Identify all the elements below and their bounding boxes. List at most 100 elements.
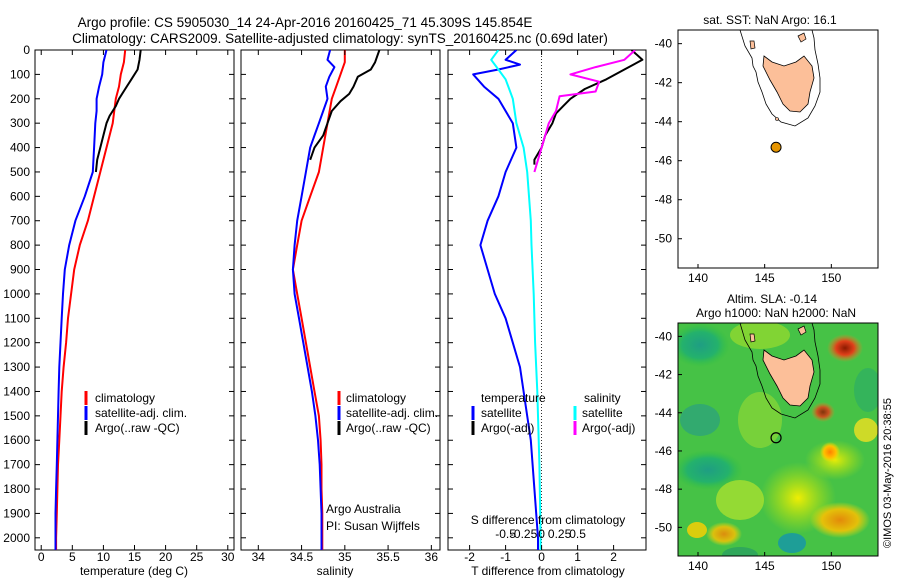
depth-tick-label: 0	[23, 43, 30, 57]
temperature-panel	[54, 50, 142, 550]
sla-map-shelf-contour	[739, 323, 821, 419]
sst-map-frame	[677, 29, 879, 269]
series-line-climatology	[55, 50, 127, 550]
legend-label-climatology: climatology	[95, 391, 155, 405]
sst-map-title: sat. SST: NaN Argo: 16.1	[703, 13, 837, 27]
depth-tick-label: 1900	[3, 506, 30, 520]
series-line-satellite	[472, 50, 539, 550]
x-top-tick-label: 0.25	[548, 527, 572, 541]
depth-tick-label: 900	[10, 263, 30, 277]
depth-tick-label: 100	[10, 67, 30, 81]
difference-panel	[472, 50, 644, 550]
map-x-tick-label: 150	[821, 271, 841, 285]
salinity-legend: climatology satellite-adj. clim. Argo(..…	[337, 391, 438, 435]
series-line-climatology	[291, 50, 346, 550]
x-tick-label: 34.5	[290, 550, 314, 564]
sla-map-island	[797, 325, 807, 336]
sla-map-frame	[677, 322, 879, 557]
sla-map-axes: 140 145 150 -40 -42 -44 -46 -48 -50	[655, 329, 842, 573]
argo-float-marker	[770, 432, 782, 444]
map-y-tick-label: -44	[655, 115, 673, 129]
salinity-x-axis: 34 34.5 35 35.5 36	[252, 50, 438, 564]
sla-map	[678, 323, 878, 556]
argo-float-marker	[770, 141, 782, 153]
map-y-tick-label: -48	[655, 193, 673, 207]
x-tick-label: 0	[538, 550, 545, 564]
depth-tick-label: 2000	[3, 531, 30, 545]
salinity-xlabel: salinity	[317, 564, 354, 578]
temperature-xlabel: temperature (deg C)	[80, 564, 188, 578]
difference-x-axis: -2 -1 0 1 2 -0.5-0.25 0 0.250.5	[464, 50, 617, 564]
pi-label: PI: Susan Wijffels	[326, 519, 420, 533]
x-tick-label: 0	[38, 550, 45, 564]
x-tick-label: 35.5	[376, 550, 400, 564]
map-y-tick-label: -46	[655, 154, 673, 168]
depth-tick-label: 1500	[3, 409, 30, 423]
depth-axis: 0 100 200 300 400 500 600 700 800 900 1000 1100 1200…	[3, 43, 646, 545]
legend-title-temperature: temperature	[481, 391, 546, 405]
sla-map-island	[749, 333, 756, 343]
sst-map	[678, 30, 878, 268]
map-y-tick-label: -42	[655, 368, 673, 382]
temperature-legend: climatology satellite-adj. clim. Argo(..…	[84, 391, 187, 435]
sla-map-title-line1: Altim. SLA: -0.14	[727, 292, 817, 306]
x-tick-label: 1	[574, 550, 581, 564]
legend-label-argo: Argo(..raw -QC)	[346, 421, 431, 435]
sst-map-tasmania	[762, 55, 815, 113]
x-tick-label: 15	[128, 550, 142, 564]
series-line-satellite	[490, 50, 542, 550]
temperature-panel-frame	[34, 49, 235, 551]
sla-map-title-line2: Argo h1000: NaN h2000: NaN	[696, 306, 856, 320]
map-x-tick-label: 140	[688, 559, 708, 573]
depth-tick-label: 1100	[4, 311, 30, 325]
x-tick-label: 2	[610, 550, 617, 564]
depth-tick-label: 200	[10, 92, 30, 106]
depth-tick-label: 1300	[3, 360, 30, 374]
figure-title-line2: Climatology: CARS2009. Satellite-adjuste…	[72, 31, 608, 46]
legend-label-temp-satellite: satellite	[481, 406, 522, 420]
difference-legend: temperature salinity satellite Argo(-adj…	[471, 391, 635, 435]
sst-map-island	[797, 32, 807, 43]
depth-tick-label: 1400	[3, 384, 30, 398]
legend-label-satellite: satellite-adj. clim.	[346, 406, 438, 420]
sla-map-anomaly-field	[678, 323, 878, 556]
series-line-argo-adj-	[533, 50, 636, 173]
sst-map-island	[749, 40, 756, 50]
legend-label-sal-argo: Argo(-adj)	[582, 421, 635, 435]
depth-tick-label: 1200	[3, 336, 30, 350]
sla-map-tasmania	[762, 349, 815, 407]
x-top-tick-label: -0.25	[510, 527, 538, 541]
x-tick-label: -1	[500, 550, 511, 564]
difference-xlabel-top: S difference from climatology	[471, 513, 626, 527]
map-y-tick-label: -46	[655, 444, 673, 458]
depth-tick-label: 1800	[3, 482, 30, 496]
legend-title-salinity: salinity	[584, 391, 621, 405]
depth-tick-label: 300	[10, 116, 30, 130]
series-line-argo-adj-	[533, 50, 644, 165]
legend-label-temp-argo: Argo(-adj)	[481, 421, 534, 435]
salinity-panel-frame	[240, 49, 441, 551]
legend-label-sal-satellite: satellite	[582, 406, 623, 420]
x-tick-label: 10	[97, 550, 111, 564]
depth-tick-label: 400	[10, 141, 30, 155]
depth-tick-label: 700	[10, 214, 30, 228]
difference-panel-frame	[447, 49, 647, 551]
argo-australia-label: Argo Australia	[326, 502, 401, 516]
depth-tick-label: 600	[10, 189, 30, 203]
sst-map-small-island	[775, 117, 779, 121]
sst-map-shelf-contour	[739, 30, 821, 127]
map-x-tick-label: 140	[688, 271, 708, 285]
depth-tick-label: 1600	[3, 433, 30, 447]
x-tick-label: 30	[221, 550, 235, 564]
legend-label-satellite: satellite-adj. clim.	[95, 406, 187, 420]
x-tick-label: 5	[69, 550, 76, 564]
depth-tick-label: 1700	[3, 458, 30, 472]
x-tick-label: 20	[159, 550, 173, 564]
map-y-tick-label: -50	[655, 232, 673, 246]
x-tick-label: 35	[338, 550, 352, 564]
series-line-argo-raw-qc-	[309, 50, 381, 161]
series-line-argo-raw-qc-	[94, 50, 142, 173]
x-top-tick-label: 0	[538, 527, 545, 541]
x-top-tick-label: -0.5	[495, 527, 516, 541]
